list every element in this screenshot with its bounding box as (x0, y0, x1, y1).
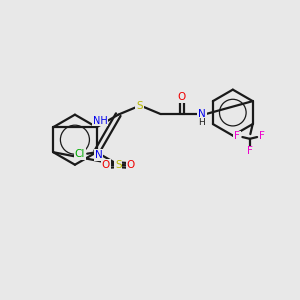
Text: NH: NH (93, 116, 107, 126)
Text: Cl: Cl (75, 149, 85, 159)
Text: F: F (234, 131, 240, 142)
Text: F: F (247, 146, 253, 157)
Text: S: S (136, 101, 143, 111)
Text: N: N (95, 150, 103, 160)
Text: O: O (102, 160, 110, 170)
Text: N: N (198, 109, 206, 119)
Text: S: S (115, 160, 122, 170)
Text: O: O (127, 160, 135, 170)
Text: H: H (199, 118, 205, 127)
Text: F: F (260, 131, 265, 142)
Text: O: O (178, 92, 186, 102)
